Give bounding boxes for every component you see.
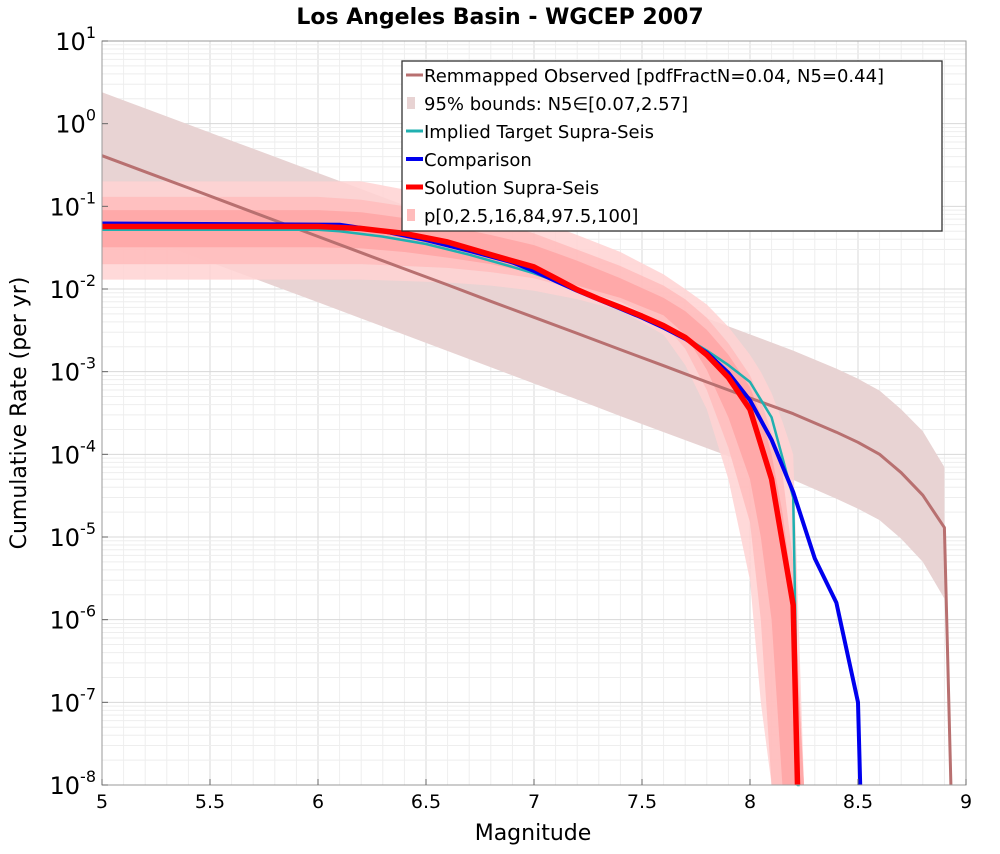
x-tick-label: 6.5 <box>411 791 441 813</box>
axes: 5 5.5 6 6.5 7 7.5 8 8.5 9 101 100 10-1 10-2 10-3 10-4 1… <box>50 23 973 813</box>
y-tick-label: 100 <box>55 106 96 139</box>
percentile-band <box>102 196 804 785</box>
y-tick-label: 10-5 <box>50 519 97 552</box>
legend-swatch-patch <box>407 97 415 109</box>
chart-title: Los Angeles Basin - WGCEP 2007 <box>296 5 703 30</box>
x-tick-label: 7.5 <box>627 791 657 813</box>
y-tick-label: 101 <box>55 23 96 56</box>
y-tick-label: 10-2 <box>50 271 97 304</box>
x-tick-label: 9 <box>960 791 972 813</box>
y-tick-label: 10-6 <box>50 602 97 635</box>
solution-line <box>102 223 801 786</box>
x-tick-label: 5.5 <box>195 791 225 813</box>
legend: Remmapped Observed [pdfFractN=0.04, N5=0… <box>401 60 943 232</box>
legend-item-label: Solution Supra-Seis <box>424 178 599 199</box>
observed-line <box>101 154 953 786</box>
legend-item-label: 95% bounds: N5∈[0.07,2.57] <box>424 94 688 115</box>
x-tick-label: 6 <box>312 791 324 813</box>
legend-swatch-patch <box>407 209 415 221</box>
x-tick-label: 8 <box>744 791 756 813</box>
y-tick-label: 10-7 <box>50 684 97 717</box>
legend-box <box>401 60 943 232</box>
y-tick-label: 10-3 <box>50 354 97 387</box>
x-tick-label: 5 <box>96 791 108 813</box>
y-tick-label: 10-1 <box>50 188 97 221</box>
legend-item-label: Remmapped Observed [pdfFractN=0.04, N5=0… <box>424 66 884 87</box>
data-layer <box>101 92 953 787</box>
legend-item-label: Comparison <box>424 150 532 171</box>
x-tick-label: 8.5 <box>843 791 873 813</box>
legend-item-label: p[0,2.5,16,84,97.5,100] <box>424 206 638 227</box>
y-axis-label: Cumulative Rate (per yr) <box>7 277 32 550</box>
y-tick-label: 10-4 <box>50 436 97 469</box>
legend-item-label: Implied Target Supra-Seis <box>424 122 654 143</box>
x-tick-label: 7 <box>528 791 540 813</box>
x-axis-label: Magnitude <box>475 821 592 846</box>
y-tick-label: 10-8 <box>50 767 97 800</box>
